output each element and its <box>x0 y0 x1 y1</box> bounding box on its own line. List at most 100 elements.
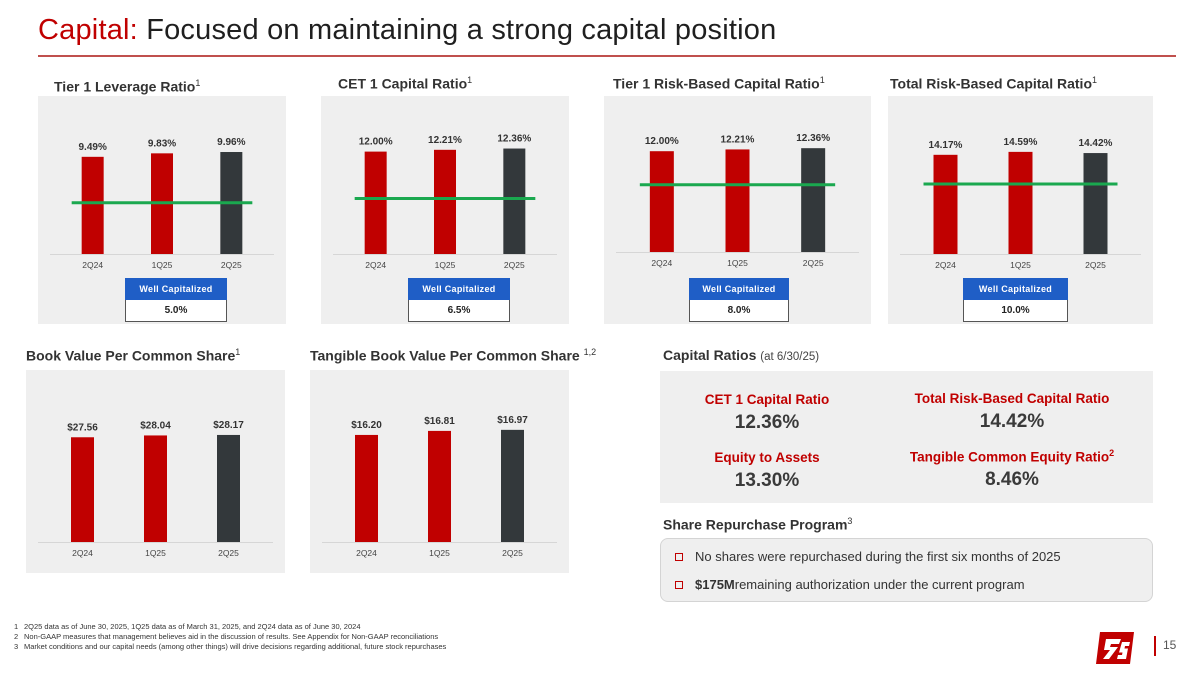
category-tick-label: 2Q25 <box>1085 260 1106 270</box>
category-tick-label: 2Q25 <box>502 548 523 558</box>
page-number: 15 <box>1163 638 1177 652</box>
category-tick-label: 2Q24 <box>82 260 103 270</box>
category-tick-label: 1Q25 <box>727 258 748 268</box>
leverage-title: Tier 1 Leverage Ratio1 <box>54 78 201 95</box>
footnote: 2 Non-GAAP measures that management belie… <box>14 632 439 641</box>
category-tick-label: 2Q24 <box>365 260 386 270</box>
well-capitalized-label: Well Capitalized <box>689 278 789 300</box>
data-label: $16.97 <box>497 415 528 426</box>
equity-to-assets-label: Equity to Assets <box>714 450 820 465</box>
tangible-common-equity-value: 8.46% <box>985 469 1039 490</box>
well-capitalized-value: 10.0% <box>963 300 1068 322</box>
checkbox-bullet-icon <box>675 580 683 589</box>
total-risk-based-value: 14.42% <box>979 411 1045 432</box>
data-label: 14.17% <box>929 140 963 151</box>
category-tick-label: 2Q25 <box>803 258 824 268</box>
tbvps-title: Tangible Book Value Per Common Share 1,2 <box>310 347 597 364</box>
well-capitalized-box: Well Capitalized 6.5% <box>408 278 510 322</box>
title-divider <box>38 55 1176 57</box>
well-capitalized-value: 6.5% <box>408 300 510 322</box>
data-label: 12.21% <box>428 135 462 146</box>
well-capitalized-label: Well Capitalized <box>963 278 1068 300</box>
data-label: $16.81 <box>424 416 455 427</box>
cet1-ratio-value: 12.36% <box>734 412 800 433</box>
tbvps-chart: $16.20 2Q24 $16.81 1Q25 $16.97 2Q25 <box>322 415 557 558</box>
cet1-chart-panel: 12.00% 2Q24 12.21% 1Q25 12.36% 2Q25 Well Capi… <box>321 96 569 324</box>
leverage-chart-panel: 9.49% 2Q24 9.83% 1Q25 9.96% 2Q25 Well Capital… <box>38 96 286 324</box>
bar-2Q24 <box>933 154 958 254</box>
bvps-chart: $27.56 2Q24 $28.04 1Q25 $28.17 2Q25 <box>38 420 273 558</box>
bar-2Q25 <box>503 148 526 254</box>
data-label: $28.04 <box>140 420 171 431</box>
well-capitalized-box: Well Capitalized 5.0% <box>125 278 227 322</box>
cet1-ratio-label: CET 1 Capital Ratio <box>704 392 830 407</box>
data-label: $27.56 <box>67 422 98 433</box>
category-tick-label: 1Q25 <box>145 548 166 558</box>
t1rb-chart: 12.00% 2Q24 12.21% 1Q25 12.36% 2Q25 <box>616 133 859 268</box>
equity-to-assets-value: 13.30% <box>734 470 800 491</box>
bar-2Q24 <box>364 151 387 254</box>
data-label: $28.17 <box>213 420 244 431</box>
data-label: 12.21% <box>721 134 755 145</box>
category-tick-label: 1Q25 <box>435 260 456 270</box>
footnotes: 1 2Q25 data as of June 30, 2025, 1Q25 dat… <box>14 622 446 652</box>
cet1-chart: 12.00% 2Q24 12.21% 1Q25 12.36% 2Q25 <box>333 134 557 270</box>
well-capitalized-label: Well Capitalized <box>408 278 510 300</box>
bar-2Q24 <box>649 151 674 252</box>
category-tick-label: 1Q25 <box>1010 260 1031 270</box>
data-label: 12.00% <box>359 137 393 148</box>
bar-1Q25 <box>1008 151 1033 254</box>
share-repurchase-panel: No shares were repurchased during the fi… <box>660 538 1153 602</box>
tbvps-chart-panel: $16.20 2Q24 $16.81 1Q25 $16.97 2Q25 <box>310 370 569 573</box>
bar-2Q24 <box>81 156 104 254</box>
leverage-chart: 9.49% 2Q24 9.83% 1Q25 9.96% 2Q25 <box>50 137 274 270</box>
data-label: 12.36% <box>796 133 830 144</box>
data-label: 9.96% <box>217 137 245 148</box>
well-capitalized-value: 5.0% <box>125 300 227 322</box>
data-label: 14.59% <box>1004 137 1038 148</box>
bar-2Q25 <box>801 148 826 252</box>
data-label: $16.20 <box>351 420 382 431</box>
tangible-common-equity-label: Tangible Common Equity Ratio2 <box>909 448 1115 465</box>
bar-2Q25 <box>1083 153 1108 254</box>
trb-chart: 14.17% 2Q24 14.59% 1Q25 14.42% 2Q25 <box>900 137 1141 270</box>
category-tick-label: 2Q24 <box>935 260 956 270</box>
page-number-divider <box>1154 636 1156 656</box>
page-title: Capital: Focused on maintaining a strong… <box>38 14 777 46</box>
trb-chart-panel: 14.17% 2Q24 14.59% 1Q25 14.42% 2Q25 Well Capi… <box>888 96 1153 324</box>
checkbox-bullet-icon <box>675 552 683 561</box>
well-capitalized-box: Well Capitalized 8.0% <box>689 278 789 322</box>
repurchase-bullet: $175M remaining authorization under the … <box>675 577 1025 592</box>
footnote: 3 Market conditions and our capital needs… <box>14 642 447 651</box>
bar-1Q25 <box>434 149 456 254</box>
repurchase-bullet: No shares were repurchased during the fi… <box>675 549 1061 564</box>
category-tick-label: 2Q24 <box>356 548 377 558</box>
bar-2Q25 <box>501 429 524 542</box>
t1rb-chart-panel: 12.00% 2Q24 12.21% 1Q25 12.36% 2Q25 Well Capi… <box>604 96 871 324</box>
cet1-title: CET 1 Capital Ratio1 <box>338 75 473 92</box>
bar-1Q25 <box>144 435 167 542</box>
category-tick-label: 2Q25 <box>504 260 525 270</box>
data-label: 9.49% <box>78 142 106 153</box>
bvps-title: Book Value Per Common Share1 <box>26 347 241 364</box>
category-tick-label: 1Q25 <box>429 548 450 558</box>
bar-1Q25 <box>428 430 451 542</box>
well-capitalized-box: Well Capitalized 10.0% <box>963 278 1068 322</box>
bar-2Q24 <box>71 437 94 542</box>
capital-ratios-title: Capital Ratios (at 6/30/25) <box>663 347 820 363</box>
bar-2Q24 <box>355 434 378 542</box>
category-tick-label: 2Q24 <box>651 258 672 268</box>
bvps-chart-panel: $27.56 2Q24 $28.04 1Q25 $28.17 2Q25 <box>26 370 285 573</box>
data-label: 9.83% <box>148 138 176 149</box>
category-tick-label: 2Q25 <box>218 548 239 558</box>
bar-1Q25 <box>725 149 750 252</box>
share-repurchase-title: Share Repurchase Program3 <box>663 516 853 533</box>
company-logo-icon <box>1096 632 1134 664</box>
well-capitalized-label: Well Capitalized <box>125 278 227 300</box>
category-tick-label: 2Q25 <box>221 260 242 270</box>
category-tick-label: 2Q24 <box>72 548 93 558</box>
data-label: 14.42% <box>1079 138 1113 149</box>
data-label: 12.00% <box>645 136 679 147</box>
footnote: 1 2Q25 data as of June 30, 2025, 1Q25 dat… <box>14 622 361 631</box>
t1rb-title: Tier 1 Risk-Based Capital Ratio1 <box>613 75 825 92</box>
